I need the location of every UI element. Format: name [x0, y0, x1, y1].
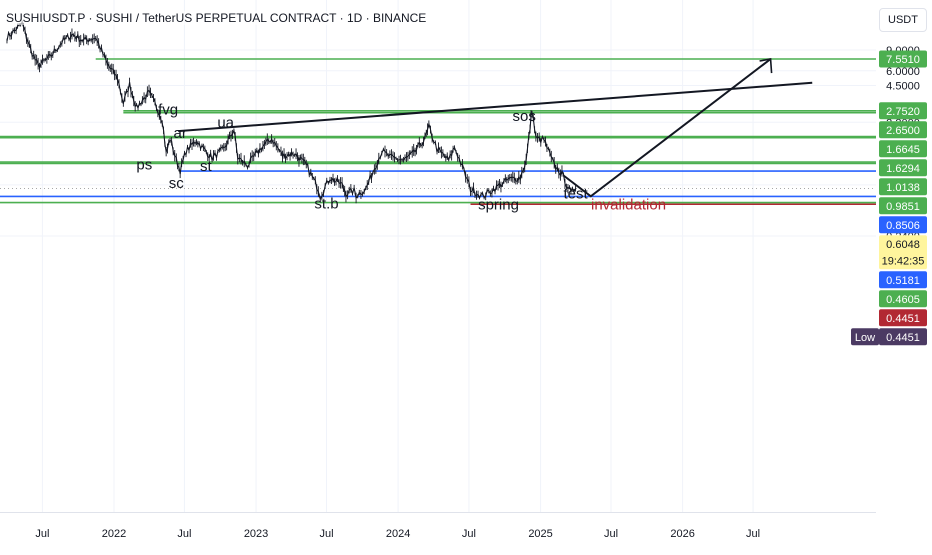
price-label-text: 0.9851 — [886, 201, 920, 213]
price-tick-label: 4.5000 — [886, 81, 920, 93]
trendline[interactable] — [178, 81, 813, 133]
price-label-text: 1.6645 — [886, 144, 920, 156]
price-label-tag — [879, 309, 927, 327]
price-label-text: 0.8506 — [886, 220, 920, 232]
price-tick-label: 6.0000 — [886, 66, 920, 78]
grid — [0, 0, 876, 512]
price-label-tag — [879, 216, 927, 234]
price-label-text: 2.6500 — [886, 125, 920, 137]
price-label-text: 0.6048 — [886, 239, 920, 251]
time-tick-label: Jul — [746, 528, 760, 540]
price-label-text: 7.5510 — [886, 54, 920, 66]
price-label-text: 1.0138 — [886, 182, 920, 194]
annotation-label: test — [563, 185, 588, 202]
price-candles — [6, 20, 577, 204]
annotation-label: sos — [513, 108, 536, 125]
horizontal-levels[interactable] — [0, 58, 876, 206]
price-label-tag — [879, 290, 927, 308]
time-tick-label: 2025 — [528, 528, 552, 540]
time-tick-label: 2026 — [670, 528, 694, 540]
time-tick-label: Jul — [177, 528, 191, 540]
price-label-text: 0.4451 — [886, 332, 920, 344]
countdown-label: 19:42:35 — [882, 255, 925, 267]
time-axis: Jul 2022 Jul 2023 Jul 2024 Jul 2025 Jul 2026 Jul — [35, 528, 760, 540]
annotation-label: ua — [217, 115, 234, 132]
annotation-label: fvg — [158, 102, 178, 119]
time-tick-label: 2024 — [386, 528, 410, 540]
time-tick-label: Jul — [462, 528, 476, 540]
price-label-tag — [879, 159, 927, 177]
price-label-tag — [879, 235, 927, 270]
low-tag-text: Low — [855, 332, 875, 344]
price-label-tag — [879, 328, 927, 346]
drawings[interactable] — [178, 58, 813, 198]
price-label-text: 0.4451 — [886, 313, 920, 325]
annotation-label: ar — [173, 125, 186, 142]
annotation-label: st — [200, 158, 213, 175]
chart-title: SUSHIUSDT.P · SUSHI / TetherUS PERPETUAL… — [6, 11, 427, 25]
time-tick-label: Jul — [319, 528, 333, 540]
annotation-label: spring — [478, 197, 519, 214]
price-label-tag — [879, 102, 927, 120]
price-label-text: 1.6294 — [886, 163, 920, 175]
price-label-text: 0.4605 — [886, 294, 920, 306]
annotation-label: st.b — [314, 195, 338, 212]
time-tick-label: Jul — [35, 528, 49, 540]
price-label-text: 2.7520 — [886, 106, 920, 118]
price-series-line — [6, 21, 577, 201]
time-tick-label: Jul — [604, 528, 618, 540]
price-label-tag — [879, 50, 927, 68]
annotation-label: ps — [136, 156, 152, 173]
currency-button[interactable]: USDT — [879, 8, 927, 32]
price-label-tag — [879, 178, 927, 196]
annotation-label: sc — [169, 175, 185, 192]
time-tick-label: 2022 — [102, 528, 126, 540]
price-label-tag — [879, 140, 927, 158]
projection-path[interactable] — [562, 58, 772, 198]
price-label-tag — [879, 271, 927, 289]
price-label-text: 0.5181 — [886, 275, 920, 287]
projection-arrow-head — [759, 58, 773, 74]
price-labels: 7.5510 2.7520 2.6500 1.6645 1.6294 1.0138 0.98… — [851, 50, 927, 346]
price-label-tag — [879, 121, 927, 139]
low-tag — [851, 328, 879, 346]
annotation-label: invalidation — [591, 197, 666, 214]
time-tick-label: 2023 — [244, 528, 268, 540]
price-label-tag — [879, 197, 927, 215]
